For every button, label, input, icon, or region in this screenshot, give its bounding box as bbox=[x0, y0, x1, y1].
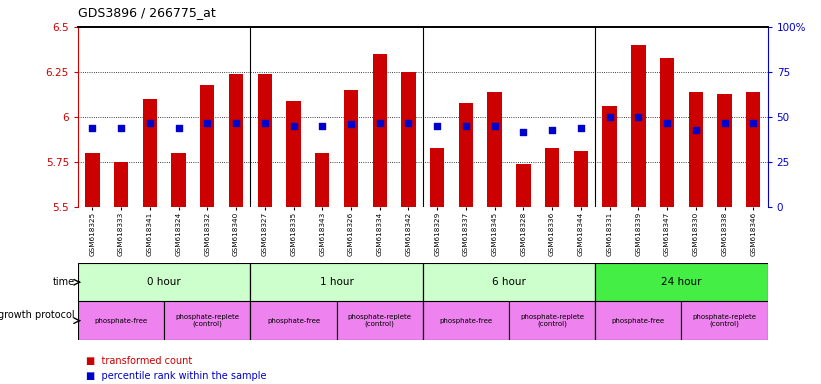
Bar bbox=[85, 153, 99, 207]
Text: phosphate-replete
(control): phosphate-replete (control) bbox=[348, 314, 411, 327]
Bar bbox=[287, 101, 300, 207]
Bar bbox=[459, 103, 473, 207]
Point bbox=[661, 119, 674, 126]
Bar bbox=[423, 301, 509, 340]
Bar bbox=[488, 92, 502, 207]
Point bbox=[488, 123, 501, 129]
Point bbox=[545, 127, 558, 133]
Bar bbox=[595, 301, 681, 340]
Text: phosphate-replete
(control): phosphate-replete (control) bbox=[693, 314, 756, 327]
Point bbox=[460, 123, 473, 129]
Text: phosphate-free: phosphate-free bbox=[439, 318, 493, 324]
Point bbox=[575, 125, 588, 131]
Bar bbox=[545, 148, 559, 207]
Point bbox=[144, 119, 157, 126]
Point bbox=[316, 123, 329, 129]
Text: 1 hour: 1 hour bbox=[319, 277, 354, 287]
Point bbox=[402, 119, 415, 126]
Point bbox=[373, 119, 387, 126]
Bar bbox=[344, 90, 358, 207]
Bar bbox=[603, 106, 617, 207]
Text: 6 hour: 6 hour bbox=[492, 277, 526, 287]
Point bbox=[517, 129, 530, 135]
Bar bbox=[516, 164, 530, 207]
Point bbox=[603, 114, 616, 120]
Bar bbox=[229, 74, 243, 207]
Bar bbox=[172, 153, 186, 207]
Point bbox=[345, 121, 358, 127]
Point bbox=[258, 119, 271, 126]
Bar bbox=[660, 58, 674, 207]
Point bbox=[431, 123, 444, 129]
Bar bbox=[423, 263, 595, 301]
Text: 0 hour: 0 hour bbox=[147, 277, 181, 287]
Bar bbox=[164, 301, 250, 340]
Point bbox=[287, 123, 300, 129]
Text: time: time bbox=[53, 277, 76, 287]
Text: ■  percentile rank within the sample: ■ percentile rank within the sample bbox=[86, 371, 267, 381]
Bar bbox=[315, 153, 329, 207]
Bar bbox=[114, 162, 128, 207]
Bar bbox=[401, 72, 415, 207]
Point bbox=[747, 119, 760, 126]
Text: phosphate-free: phosphate-free bbox=[94, 318, 148, 324]
Bar bbox=[250, 301, 337, 340]
Bar bbox=[373, 54, 387, 207]
Text: phosphate-free: phosphate-free bbox=[612, 318, 665, 324]
Text: growth protocol: growth protocol bbox=[0, 310, 76, 320]
Text: phosphate-free: phosphate-free bbox=[267, 318, 320, 324]
Text: phosphate-replete
(control): phosphate-replete (control) bbox=[521, 314, 584, 327]
Bar bbox=[78, 301, 164, 340]
Text: 24 hour: 24 hour bbox=[661, 277, 702, 287]
Bar bbox=[746, 92, 760, 207]
Bar bbox=[681, 301, 768, 340]
Bar bbox=[143, 99, 157, 207]
Point bbox=[201, 119, 214, 126]
Point bbox=[115, 125, 128, 131]
Bar bbox=[200, 84, 214, 207]
Bar bbox=[430, 148, 444, 207]
Bar bbox=[631, 45, 645, 207]
Point bbox=[172, 125, 186, 131]
Point bbox=[230, 119, 243, 126]
Point bbox=[690, 127, 703, 133]
Text: ■  transformed count: ■ transformed count bbox=[86, 356, 192, 366]
Bar bbox=[718, 94, 732, 207]
Text: GDS3896 / 266775_at: GDS3896 / 266775_at bbox=[78, 6, 216, 19]
Bar bbox=[337, 301, 423, 340]
Bar bbox=[258, 74, 272, 207]
Bar bbox=[574, 151, 588, 207]
Bar bbox=[250, 263, 423, 301]
Bar bbox=[689, 92, 703, 207]
Point bbox=[86, 125, 99, 131]
Text: phosphate-replete
(control): phosphate-replete (control) bbox=[176, 314, 239, 327]
Point bbox=[718, 119, 732, 126]
Point bbox=[632, 114, 645, 120]
Bar bbox=[509, 301, 595, 340]
Bar bbox=[595, 263, 768, 301]
Bar bbox=[78, 263, 250, 301]
